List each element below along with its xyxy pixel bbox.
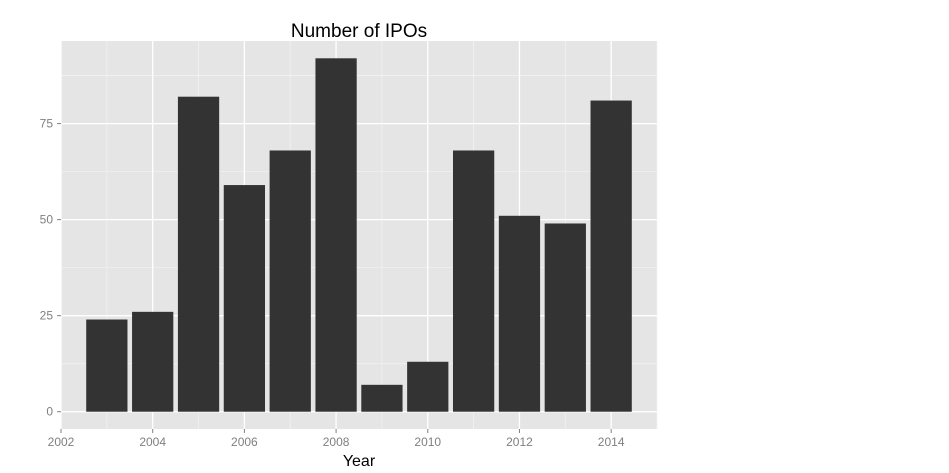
x-tick-label: 2014: [598, 435, 625, 449]
bars: [86, 58, 632, 412]
bar-2012: [498, 215, 541, 412]
bar-2009: [361, 384, 403, 412]
x-tick-label: 2012: [506, 435, 533, 449]
x-tick-label: 2008: [323, 435, 350, 449]
x-tick-label: 2002: [48, 435, 75, 449]
x-axis-title: Year: [343, 453, 376, 470]
bar-2006: [223, 185, 266, 412]
bar-2004: [132, 311, 174, 412]
x-tick-label: 2006: [231, 435, 258, 449]
bar-2008: [315, 58, 357, 412]
y-tick-label: 50: [40, 213, 54, 227]
bar-2014: [590, 100, 632, 412]
bar-2010: [407, 361, 449, 412]
bar-2007: [269, 150, 311, 412]
y-tick-label: 25: [40, 309, 54, 323]
bar-2003: [86, 319, 128, 412]
bar-2011: [452, 150, 495, 412]
y-tick-label: 75: [40, 117, 54, 131]
bar-2013: [544, 223, 586, 412]
chart-title: Number of IPOs: [291, 21, 427, 42]
x-tick-label: 2010: [414, 435, 441, 449]
bar-2005: [177, 96, 220, 412]
x-tick-label: 2004: [139, 435, 166, 449]
y-axis: 0 25 50 75: [40, 117, 61, 419]
y-tick-label: 0: [46, 405, 53, 419]
x-axis: 2002 2004 2006 2008 2010 2012 2014: [48, 429, 625, 449]
